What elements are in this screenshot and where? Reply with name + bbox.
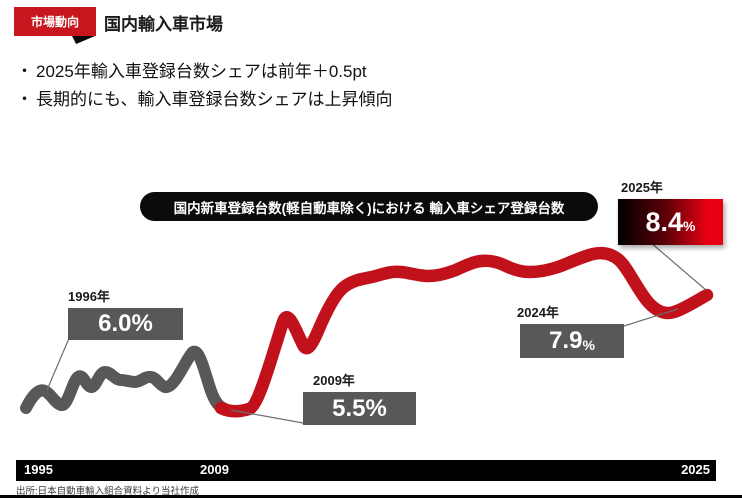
connector-2009 [230, 409, 304, 424]
axis-tick-2009: 2009 [200, 462, 229, 477]
annotation-2025-unit: % [683, 218, 696, 234]
connector-2024 [623, 308, 679, 327]
annotation-1996-unit: % [131, 310, 153, 337]
bullet-list: ・ 2025年輸入車登録台数シェアは前年＋0.5pt ・ 長期的にも、輸入車登録… [16, 58, 393, 114]
annotation-2025: 2025年 8.4% [618, 177, 723, 245]
annotation-2009-year: 2009年 [313, 373, 355, 388]
bullet-text: 2025年輸入車登録台数シェアは前年＋0.5pt [36, 62, 367, 81]
annotation-1996-value-box: 6.0% [68, 308, 183, 340]
annotation-2009-unit: % [365, 394, 387, 422]
annotation-2009-value-box: 5.5% [303, 392, 416, 425]
axis-tick-2025: 2025 [681, 462, 710, 477]
annotation-2024: 2024年 7.9% [517, 302, 624, 358]
annotation-2024-unit: % [582, 337, 595, 353]
line-segment-pre-2009 [20, 345, 231, 415]
connector-2025 [649, 241, 707, 291]
annotation-2025-value-box: 8.4% [618, 199, 723, 245]
annotation-2024-year: 2024年 [517, 305, 559, 320]
page-title: 国内輸入車市場 [104, 15, 223, 34]
chart-title-pill: 国内新車登録台数(軽自動車除く)における 輸入車シェア登録台数 [140, 192, 598, 221]
x-axis-bar: 1995 2009 2025 [16, 460, 716, 481]
bullet-item: ・ 長期的にも、輸入車登録台数シェアは上昇傾向 [16, 86, 393, 114]
source-note: 出所:日本自動車輸入組合資料より当社作成 [16, 486, 199, 497]
bullet-text: 長期的にも、輸入車登録台数シェアは上昇傾向 [36, 90, 393, 109]
annotation-2009: 2009年 5.5% [303, 370, 416, 425]
annotation-2024-value: 7.9 [549, 327, 583, 354]
annotation-2009-value: 5.5 [332, 394, 366, 422]
connector-1996 [46, 335, 71, 391]
annotation-2024-value-box: 7.9% [520, 324, 624, 358]
bullet-marker: ・ [16, 62, 33, 81]
bullet-marker: ・ [16, 90, 33, 109]
annotation-1996: 1996年 6.0% [68, 286, 183, 340]
market-trend-badge-label: 市場動向 [30, 15, 79, 29]
market-trend-badge: 市場動向 [14, 7, 96, 36]
badge-fold-ribbon [72, 36, 95, 44]
annotation-1996-value: 6.0 [98, 310, 132, 337]
annotation-2025-year: 2025年 [621, 180, 663, 195]
bullet-item: ・ 2025年輸入車登録台数シェアは前年＋0.5pt [16, 58, 393, 86]
bottom-border [0, 495, 742, 498]
annotation-2025-value: 8.4 [645, 206, 684, 237]
line-segment-post-2009 [214, 246, 714, 418]
axis-tick-1995: 1995 [24, 462, 53, 477]
annotation-1996-year: 1996年 [68, 289, 110, 304]
chart-title-text: 国内新車登録台数(軽自動車除く)における 輸入車シェア登録台数 [173, 200, 565, 216]
